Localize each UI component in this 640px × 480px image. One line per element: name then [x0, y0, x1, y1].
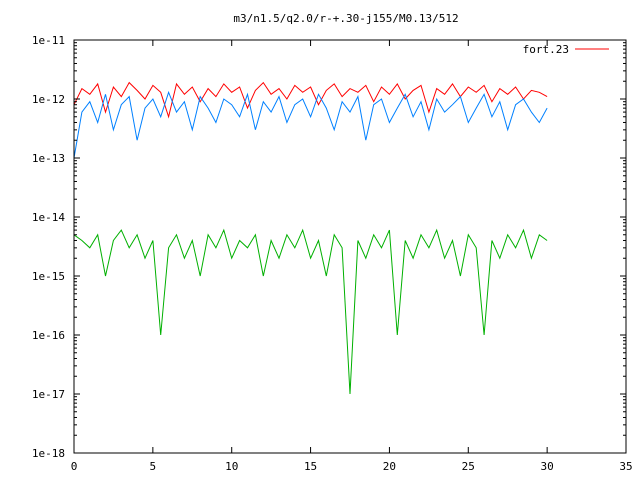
y-tick-label: 1e-18 [32, 447, 65, 460]
x-tick-label: 30 [541, 460, 554, 473]
y-tick-label: 1e-14 [32, 211, 65, 224]
x-tick-label: 25 [462, 460, 475, 473]
y-tick-label: 1e-15 [32, 270, 65, 283]
x-tick-label: 20 [383, 460, 396, 473]
x-tick-label: 35 [619, 460, 632, 473]
y-tick-label: 1e-12 [32, 93, 65, 106]
x-tick-label: 5 [150, 460, 157, 473]
legend-label: fort.23 [523, 43, 569, 56]
series-line-1 [73, 90, 548, 159]
plot-frame [73, 39, 627, 454]
series-line-0 [73, 81, 548, 119]
legend: fort.23 [523, 43, 609, 56]
axis-ticks: 0 5 10 15 20 25 30 35 1e-18 1e-17 1e-16 1e-15 1e-14 1… [32, 34, 633, 473]
x-tick-label: 10 [225, 460, 238, 473]
y-tick-label: 1e-13 [32, 152, 65, 165]
x-tick-label: 0 [71, 460, 78, 473]
plot-series [73, 81, 548, 395]
y-tick-label: 1e-11 [32, 34, 65, 47]
series-line-2 [73, 228, 548, 395]
y-tick-label: 1e-16 [32, 329, 65, 342]
chart-title: m3/n1.5/q2.0/r-+.30-j155/M0.13/512 [233, 12, 458, 25]
y-tick-label: 1e-17 [32, 388, 65, 401]
x-tick-label: 15 [304, 460, 317, 473]
